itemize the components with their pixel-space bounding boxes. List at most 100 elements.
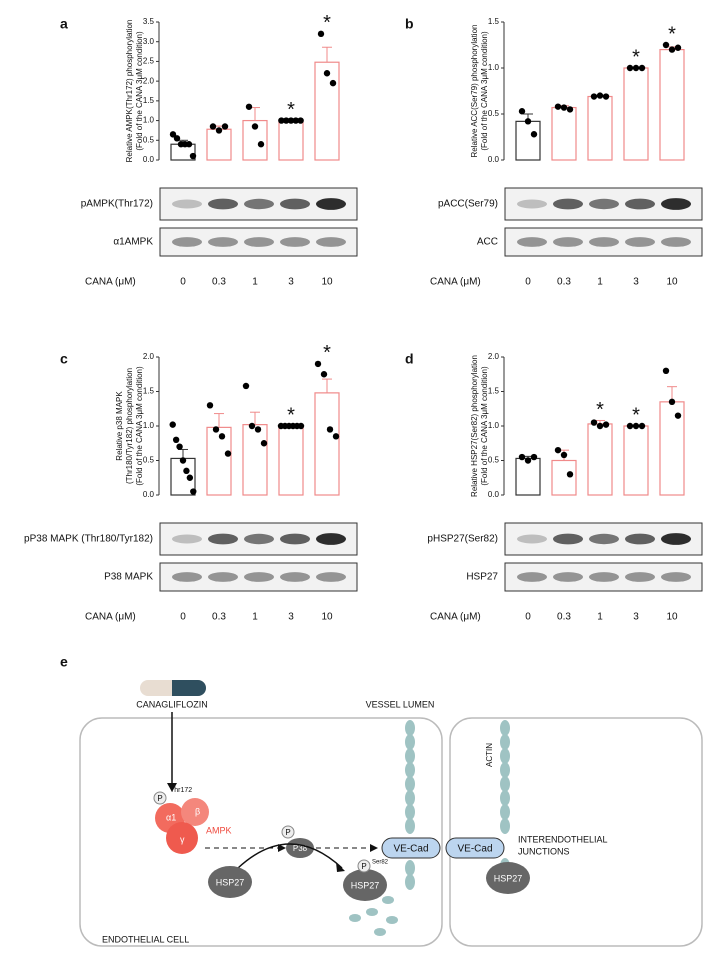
- data-point: [560, 451, 568, 459]
- band: [244, 198, 274, 210]
- significance: *: [323, 342, 331, 364]
- x-tick-label: 0: [180, 277, 186, 288]
- phospho-label: P: [157, 794, 162, 803]
- blot-label: pACC(Ser79): [438, 199, 498, 210]
- bar: [551, 106, 577, 161]
- x-tick-label: 3: [633, 612, 639, 623]
- x-tick-label: 0.3: [212, 277, 226, 288]
- data-point: [287, 117, 295, 124]
- data-point: [209, 123, 217, 130]
- band: [316, 237, 346, 247]
- bar: [206, 128, 232, 161]
- data-point: [320, 371, 328, 378]
- band: [172, 199, 202, 209]
- actin-label: ACTIN: [485, 743, 494, 767]
- ve-cad-label: VE-Cad: [457, 844, 492, 855]
- blot: [159, 227, 358, 257]
- y-tick-label: 2.0: [143, 352, 155, 361]
- y-tick-label: 1.0: [143, 116, 155, 125]
- blot-label: pAMPK(Thr172): [81, 199, 153, 210]
- drug: CANAGLIFLOZIN: [136, 699, 208, 709]
- band: [244, 237, 274, 247]
- data-point: [206, 402, 214, 409]
- band: [316, 533, 346, 545]
- bar: [551, 459, 577, 496]
- x-tick-label: 3: [288, 612, 294, 623]
- band: [661, 237, 691, 247]
- data-point: [632, 422, 640, 430]
- data-point: [554, 446, 562, 454]
- arrowhead: [370, 844, 378, 852]
- data-point: [283, 117, 290, 124]
- data-point: [179, 457, 187, 464]
- y-axis-label: (Thr180/Tyr182) phosphorylation: [125, 368, 134, 484]
- x-tick-label: 10: [666, 612, 678, 623]
- data-point: [221, 123, 229, 130]
- site: Ser82: [372, 860, 389, 866]
- data-point: [278, 117, 285, 124]
- data-point: [185, 141, 193, 148]
- cell: [449, 717, 703, 947]
- band: [208, 198, 238, 210]
- y-axis-label: (Fold of the CANA 3μM condition): [135, 31, 144, 151]
- x-tick-label: 0: [525, 612, 531, 623]
- data-point: [189, 152, 197, 160]
- ampk-label: AMPK: [206, 825, 232, 835]
- y-tick-label: 0.0: [488, 155, 500, 164]
- band: [280, 237, 310, 247]
- band: [661, 533, 691, 545]
- bar: [623, 67, 649, 161]
- y-tick-label: 1.0: [143, 421, 155, 430]
- phospho: [153, 791, 167, 805]
- bar: [587, 423, 613, 496]
- data-point: [176, 443, 183, 450]
- band: [517, 237, 547, 247]
- x-tick-label: 3: [633, 277, 639, 288]
- data-point: [524, 118, 532, 125]
- x-tick-label: 0.3: [557, 612, 571, 623]
- band: [553, 533, 583, 545]
- y-tick-label: 1.5: [143, 387, 155, 396]
- arrowhead: [167, 783, 177, 792]
- y-tick-label: 3.5: [143, 17, 155, 26]
- x-tick-label: 1: [597, 277, 603, 288]
- band: [280, 572, 310, 582]
- bar: [587, 95, 613, 161]
- data-point: [590, 93, 598, 100]
- site: Thr172: [170, 787, 192, 794]
- data-point: [212, 426, 220, 433]
- bar: [278, 425, 304, 496]
- y-axis-label: Relative p38 MAPK: [115, 391, 124, 461]
- lumen: VESSEL LUMEN: [366, 699, 435, 709]
- hsp27-label: HSP27: [216, 877, 245, 887]
- data-point: [190, 488, 197, 495]
- data-point: [638, 64, 646, 72]
- blot-label: HSP27: [466, 572, 498, 583]
- actin: [349, 720, 510, 936]
- cell-label: ENDOTHELIAL CELL: [102, 934, 189, 944]
- significance: *: [596, 399, 604, 421]
- x-tick-label: 10: [666, 277, 678, 288]
- data-point: [632, 64, 640, 72]
- band: [172, 534, 202, 544]
- ve-cad: [381, 837, 441, 859]
- data-point: [554, 103, 562, 110]
- y-tick-label: 0.5: [488, 456, 500, 465]
- phospho: [357, 859, 371, 873]
- y-tick-label: 0.5: [488, 109, 500, 118]
- hsp27-label: HSP27: [494, 873, 523, 883]
- y-tick-label: 1.5: [488, 17, 500, 26]
- y-axis-label: (Fold of the CANA 3μM condition): [480, 366, 489, 486]
- x-tick-label: 3: [288, 277, 294, 288]
- band: [589, 533, 619, 545]
- data-point: [566, 471, 574, 478]
- data-point: [626, 64, 634, 72]
- data-point: [251, 123, 259, 130]
- significance: *: [632, 46, 640, 68]
- gamma: γ: [180, 834, 185, 844]
- significance: *: [668, 23, 676, 45]
- data-point: [518, 453, 526, 461]
- data-point: [530, 453, 538, 461]
- bar: [314, 392, 340, 496]
